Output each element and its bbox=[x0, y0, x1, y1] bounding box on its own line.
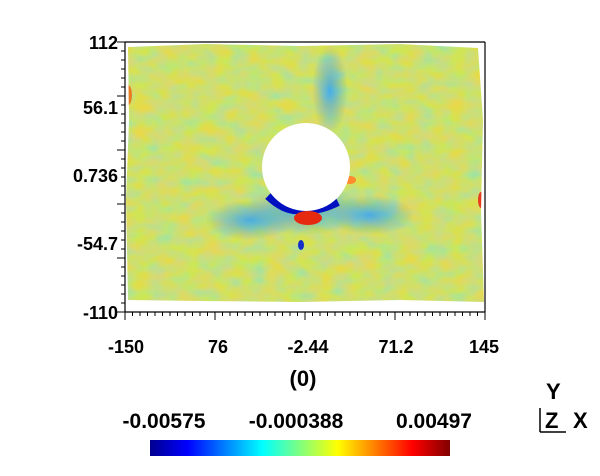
central-hole bbox=[262, 123, 350, 211]
y-axis-minor-ticks bbox=[117, 41, 125, 313]
y-tick-label: -110 bbox=[83, 303, 118, 323]
x-tick-label: -2.44 bbox=[287, 337, 328, 357]
x-tick-label: 145 bbox=[469, 337, 499, 357]
colorbar-max-label: 0.00497 bbox=[396, 410, 472, 433]
orientation-triad: Y Z X bbox=[539, 379, 588, 433]
y-tick-label: 0.736 bbox=[73, 166, 118, 186]
colorbar-min-label: -0.00575 bbox=[123, 410, 206, 433]
x-tick-label: 71.2 bbox=[378, 337, 413, 357]
x-axis-label: (0) bbox=[290, 366, 317, 391]
colorbar bbox=[150, 440, 450, 456]
x-axis-minor-ticks bbox=[124, 312, 486, 320]
colorbar-mid-label: -0.000388 bbox=[249, 410, 344, 433]
y-tick-label: 56.1 bbox=[83, 98, 118, 118]
high-value-spot bbox=[294, 211, 322, 225]
x-tick-label: -150 bbox=[108, 337, 144, 357]
y-tick-label: -54.7 bbox=[77, 234, 118, 254]
x-tick-label: 76 bbox=[208, 337, 228, 357]
y-tick-label: 112 bbox=[89, 33, 118, 53]
triad-x-letter: X bbox=[573, 408, 588, 433]
triad-z-letter: Z bbox=[545, 408, 558, 433]
triad-y-letter: Y bbox=[546, 379, 561, 404]
contour-field bbox=[126, 44, 484, 302]
